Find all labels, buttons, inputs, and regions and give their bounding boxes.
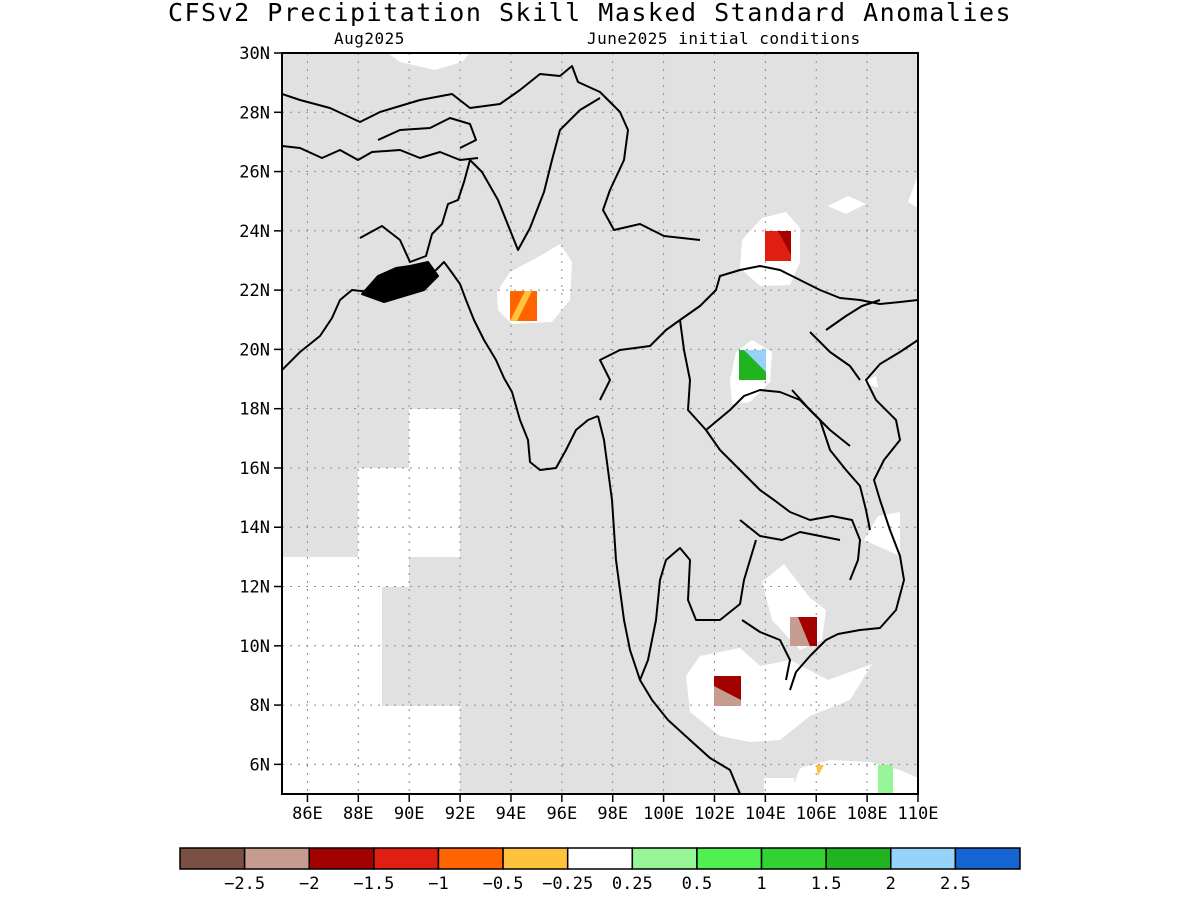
map-subtitle-init: June2025 initial conditions bbox=[587, 29, 861, 48]
longitude-ticks: 86E 88E 90E 92E 94E 96E 98E 100E 102E 104E 106E 108… bbox=[292, 794, 938, 824]
lat-tick-label: 24N bbox=[239, 222, 270, 242]
lat-tick-label: 30N bbox=[239, 44, 270, 64]
colorbar-swatch bbox=[373, 847, 440, 870]
map-panel: 30N 28N 26N 24N 22N 20N 18N 16N 14N 12N 10N 8N 6N 86… bbox=[239, 44, 938, 824]
lon-tick-label: 110E bbox=[898, 804, 939, 824]
colorbar-swatch bbox=[631, 847, 698, 870]
lat-tick-label: 18N bbox=[239, 400, 270, 420]
colorbar-swatch bbox=[502, 847, 569, 870]
lat-tick-label: 22N bbox=[239, 281, 270, 301]
lon-tick-label: 108E bbox=[847, 804, 888, 824]
colorbar-label: −2.5 bbox=[224, 874, 265, 894]
lon-tick-label: 88E bbox=[343, 804, 374, 824]
colorbar-swatch bbox=[243, 847, 310, 870]
colorbar-label: 1.5 bbox=[811, 874, 842, 894]
colorbar-swatch bbox=[437, 847, 504, 870]
colorbar-label: −0.5 bbox=[483, 874, 524, 894]
colorbar-label: 1 bbox=[756, 874, 766, 894]
lat-tick-label: 12N bbox=[239, 578, 270, 598]
colorbar-label: −1.5 bbox=[353, 874, 394, 894]
lon-tick-label: 94E bbox=[496, 804, 527, 824]
map-title: CFSv2 Precipitation Skill Masked Standar… bbox=[168, 0, 1012, 27]
colorbar-swatch bbox=[890, 847, 957, 870]
lat-tick-label: 6N bbox=[250, 755, 270, 775]
lat-tick-label: 28N bbox=[239, 103, 270, 123]
colorbar-label: 0.5 bbox=[682, 874, 713, 894]
anomaly-cell-gulf-thailand bbox=[714, 676, 741, 706]
colorbar: −2.5 −2 −1.5 −1 −0.5 −0.25 0.25 0.5 1 1.5 2 2.5 bbox=[179, 847, 1021, 894]
anomaly-cell-mekong bbox=[790, 617, 817, 646]
lon-tick-label: 102E bbox=[694, 804, 735, 824]
colorbar-label: 0.25 bbox=[612, 874, 653, 894]
lon-tick-label: 92E bbox=[445, 804, 476, 824]
colorbar-swatch bbox=[825, 847, 892, 870]
colorbar-label: −0.25 bbox=[542, 874, 593, 894]
anomaly-cell-south-china-sea bbox=[878, 765, 893, 794]
lat-tick-label: 10N bbox=[239, 637, 270, 657]
lon-tick-label: 104E bbox=[745, 804, 786, 824]
lon-tick-label: 96E bbox=[546, 804, 577, 824]
colorbar-label: −1 bbox=[428, 874, 448, 894]
lat-tick-label: 20N bbox=[239, 340, 270, 360]
colorbar-swatch bbox=[760, 847, 827, 870]
lon-tick-label: 100E bbox=[643, 804, 684, 824]
lon-tick-label: 86E bbox=[292, 804, 323, 824]
lat-tick-label: 8N bbox=[250, 696, 270, 716]
colorbar-label: −2 bbox=[299, 874, 319, 894]
anomaly-cell-laos bbox=[739, 350, 766, 380]
colorbar-swatch bbox=[696, 847, 763, 870]
lon-tick-label: 90E bbox=[394, 804, 425, 824]
anomaly-cells bbox=[510, 231, 893, 794]
anomaly-cell-yunnan bbox=[765, 231, 791, 261]
map-subtitle-month: Aug2025 bbox=[334, 29, 405, 48]
colorbar-swatch bbox=[179, 847, 246, 870]
coastlines-borders bbox=[282, 65, 918, 794]
colorbar-label: 2 bbox=[886, 874, 896, 894]
lat-tick-label: 16N bbox=[239, 459, 270, 479]
colorbar-swatch bbox=[308, 847, 375, 870]
lat-tick-label: 14N bbox=[239, 518, 270, 538]
colorbar-swatch bbox=[954, 847, 1021, 870]
latitude-ticks: 30N 28N 26N 24N 22N 20N 18N 16N 14N 12N 10N 8N 6N bbox=[239, 44, 282, 775]
colorbar-swatch bbox=[566, 847, 634, 870]
lon-tick-label: 106E bbox=[796, 804, 837, 824]
colorbar-label: 2.5 bbox=[940, 874, 971, 894]
map-frame bbox=[281, 52, 919, 795]
anomaly-cell-small bbox=[816, 765, 824, 776]
lon-tick-label: 98E bbox=[597, 804, 628, 824]
lat-tick-label: 26N bbox=[239, 163, 270, 183]
anomaly-cell-burma bbox=[510, 291, 537, 321]
